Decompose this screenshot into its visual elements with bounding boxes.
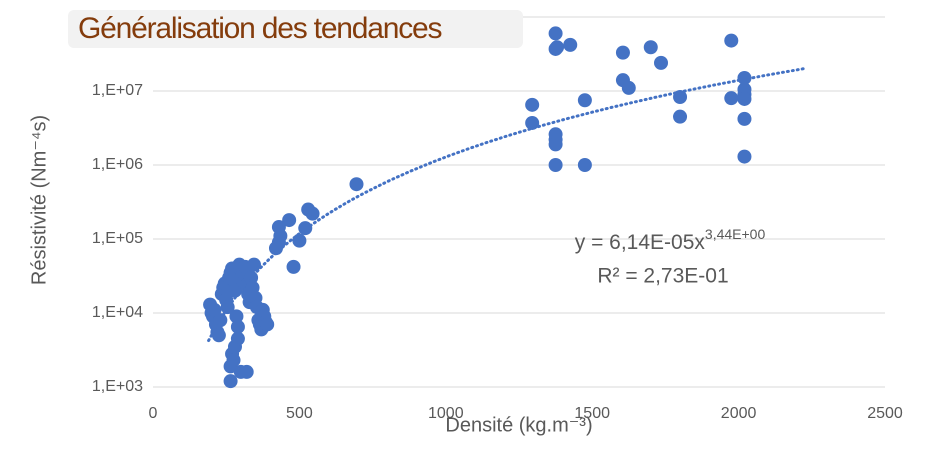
y-tick-label: 1,E+05 [92,230,143,247]
y-axis-label: Résistivité (Nm⁻⁴s) [28,115,50,285]
y-tick-label: 1,E+04 [92,304,143,321]
point [577,93,592,108]
point [548,26,563,41]
x-tick-label: 2500 [867,405,903,422]
point [621,80,636,95]
point [286,259,301,274]
x-tick-label: 2000 [721,405,757,422]
point [737,149,752,164]
point [724,91,739,106]
point [226,353,241,368]
point [654,55,669,70]
point [282,213,297,228]
x-tick-label: 1500 [574,405,610,422]
r-squared: R² = 2,73E-01 [597,265,728,288]
x-tick-label: 0 [149,405,158,422]
point [615,45,630,60]
point [220,300,235,315]
trendline [207,66,808,343]
x-tick-label: 1000 [428,405,464,422]
point [349,177,364,192]
point [737,111,752,126]
point [230,331,245,346]
point [268,241,283,256]
point [247,257,262,272]
point [223,374,238,389]
points [203,26,808,389]
point [577,158,592,172]
point [207,302,222,317]
y-tick-label: 1,E+06 [92,156,143,173]
point [673,109,688,124]
point [548,158,563,172]
point [260,317,275,332]
point [229,309,244,324]
point [643,40,658,55]
y-tick-label: 1,E+07 [92,82,143,99]
title-box [68,10,523,48]
point [737,91,752,106]
x-tick-label: 500 [286,405,313,422]
point [230,319,245,334]
point [525,97,540,112]
point [301,202,316,217]
x-axis-label: Densité (kg.m⁻³) [445,414,592,436]
point [239,364,254,379]
chart-title: Généralisation des tendances [78,12,442,45]
point [548,137,563,152]
y-tick-label: 1,E+03 [92,378,143,395]
point [563,37,578,52]
point [525,115,540,130]
point [724,33,739,48]
trend-equation: y = 6,14E-05x3,44E+00 [575,226,766,254]
background-layer: 1,E+031,E+041,E+051,E+061,E+071,E+080500… [92,8,903,422]
equation-text: y = 6,14E-05x [575,231,706,254]
point [211,328,226,343]
point [550,40,565,55]
equation-exponent: 3,44E+00 [705,226,766,242]
